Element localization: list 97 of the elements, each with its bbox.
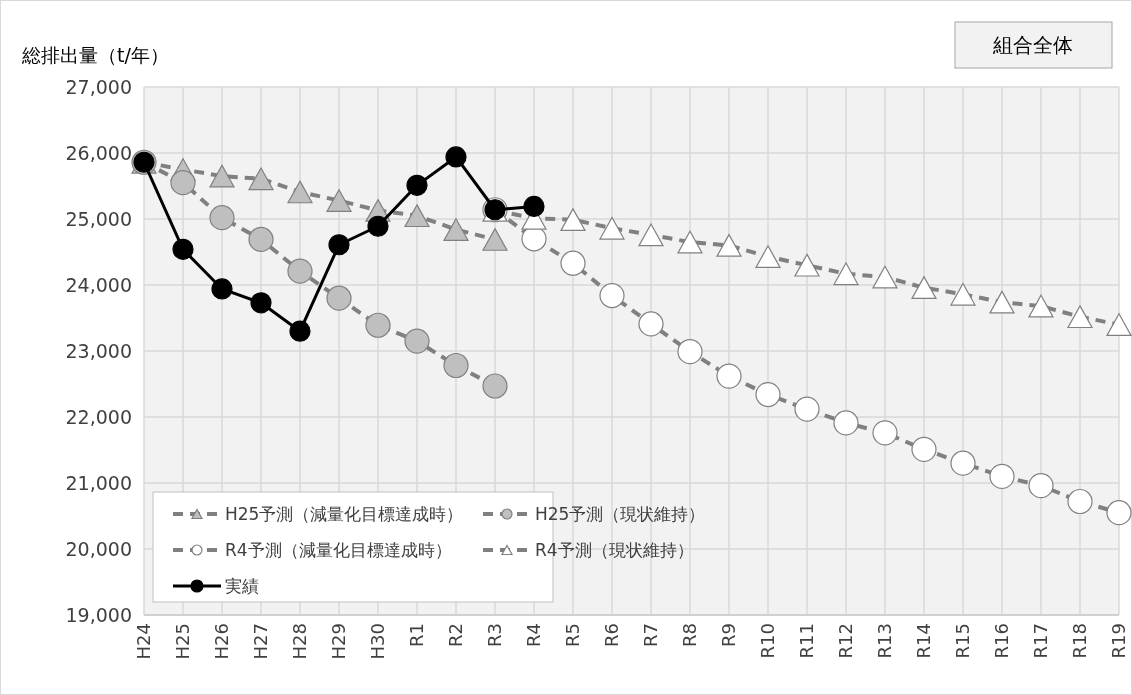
y-tick-label: 23,000 [65,339,132,362]
point [716,363,742,389]
point [950,282,976,306]
y-tick-label: 26,000 [65,141,132,164]
x-tick-label: H30 [367,623,389,660]
point [560,250,586,276]
point [989,290,1015,314]
point [326,285,352,311]
point [794,396,820,422]
point [755,381,781,408]
x-tick-label: H29 [328,623,350,660]
x-tick-label: R5 [562,623,584,647]
point [833,262,859,286]
point [170,170,196,196]
legend-label: R4予測（現状維持） [535,539,694,560]
point [599,282,625,309]
x-tick-label: R6 [601,623,623,647]
x-tick-label: R2 [445,623,467,647]
point [677,230,703,254]
legend-label: H25予測（減量化目標達成時） [225,503,464,524]
y-tick-label: 24,000 [65,273,132,296]
point [911,276,937,300]
point [289,320,311,342]
point [404,328,430,354]
point [1106,313,1132,336]
point [523,195,545,218]
x-tick-label: H24 [133,623,155,660]
point [367,215,389,237]
x-tick-label: R4 [523,623,545,647]
x-tick-label: R9 [718,623,740,647]
point [1067,488,1093,515]
x-tick-label: H26 [211,623,233,660]
point [172,238,194,260]
x-tick-label: R11 [796,623,818,659]
y-tick-label: 25,000 [65,207,132,230]
point [404,204,430,228]
point [872,265,898,289]
y-tick-label: 21,000 [65,471,132,494]
x-tick-label: H25 [172,623,194,660]
point [248,167,274,191]
x-tick-label: H27 [250,623,272,660]
point [638,311,664,337]
y-axis-title: 総排出量（t/年） [21,43,169,66]
point [445,146,467,168]
x-tick-label: R1 [406,623,428,647]
x-tick-label: R3 [484,623,506,647]
point [911,436,937,462]
point [365,312,391,338]
point [209,164,235,188]
legend-label: R4予測（減量化目標達成時） [225,539,452,560]
point [287,180,313,204]
x-tick-label: R16 [991,623,1013,659]
x-tick-label: R13 [874,623,896,659]
point [872,420,898,446]
x-tick-label: R18 [1069,623,1091,659]
x-tick-label: R17 [1030,623,1052,659]
point [599,216,625,240]
x-tick-label: R14 [913,623,935,659]
y-tick-label: 20,000 [65,537,132,560]
legend-label: H25予測（現状維持） [535,503,706,524]
legend-label: 実績 [225,575,259,596]
point [287,258,313,284]
point [638,223,664,247]
point [406,174,428,196]
point [1028,294,1054,318]
y-tick-label: 19,000 [65,603,132,626]
point [989,463,1015,489]
x-tick-label: R8 [679,623,701,647]
point [326,189,352,212]
point [677,339,703,365]
text: 組合全体 [992,33,1073,57]
point [560,208,586,232]
y-tick-label: 27,000 [65,75,132,98]
point [794,253,820,277]
point [950,450,976,476]
point [209,205,235,231]
point [716,234,742,257]
point [482,228,508,251]
x-tick-label: R12 [835,623,857,659]
point [211,278,233,300]
point [833,410,859,436]
point [328,234,350,256]
x-tick-label: R10 [757,623,779,659]
point [248,226,274,253]
point [482,373,508,399]
x-tick-label: R19 [1108,623,1130,659]
y-tick-label: 22,000 [65,405,132,428]
x-tick-label: R15 [952,623,974,659]
x-tick-label: H28 [289,623,311,660]
x-tick-label: R7 [640,623,662,647]
point [443,218,469,241]
point [1106,500,1132,526]
point [1028,473,1054,499]
point [755,245,781,269]
point [443,352,469,379]
point [1067,305,1093,329]
point [250,292,272,314]
